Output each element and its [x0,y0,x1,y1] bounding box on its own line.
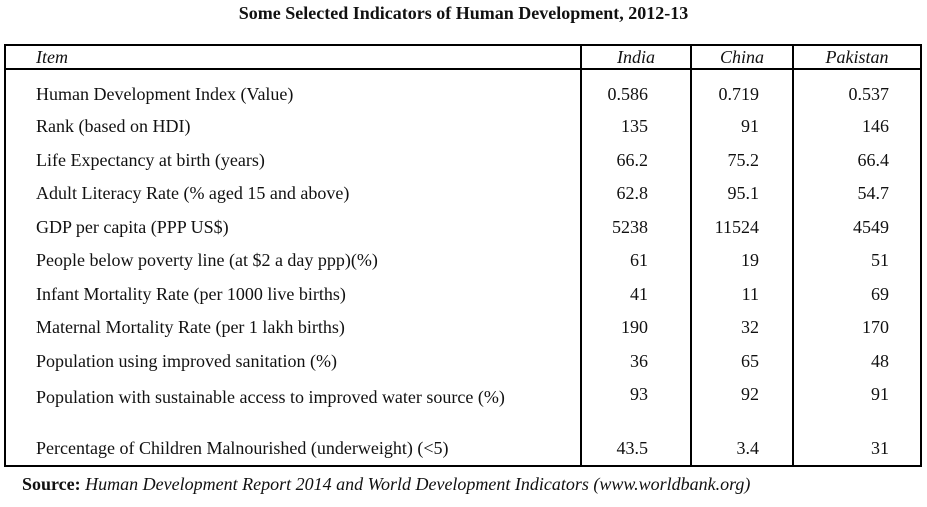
table-row: Percentage of Children Malnourished (und… [4,437,921,466]
source-label: Source: [22,474,81,494]
indicator-value: 41 [580,282,691,316]
indicator-value: 65 [690,349,793,383]
table-row: Infant Mortality Rate (per 1000 live bir… [4,282,921,316]
header-item: Item [4,45,581,70]
indicator-name: GDP per capita (PPP US$) [4,215,581,249]
indicator-value: 69 [792,282,921,316]
indicator-value: 11524 [690,215,793,249]
indicator-value: 31 [792,437,921,466]
indicator-name: Population with sustainable access to im… [4,383,581,437]
indicator-value: 19 [690,249,793,283]
table-title: Some Selected Indicators of Human Develo… [238,3,689,23]
indicator-name: Life Expectancy at birth (years) [4,148,581,182]
source-text: Human Development Report 2014 and World … [85,474,751,494]
indicator-value: 5238 [580,215,691,249]
indicator-name: Rank (based on HDI) [4,115,581,149]
indicator-value: 0.586 [580,69,691,115]
indicator-value: 91 [792,383,921,437]
table-row: Human Development Index (Value) 0.586 0.71… [4,69,921,115]
indicator-name: Adult Literacy Rate (% aged 15 and above… [4,182,581,216]
indicator-value: 92 [690,383,793,437]
indicator-value: 4549 [792,215,921,249]
indicator-value: 3.4 [690,437,793,466]
indicator-value: 32 [690,316,793,350]
indicator-value: 66.4 [792,148,921,182]
indicator-name: People below poverty line (at $2 a day p… [4,249,581,283]
indicator-name: Human Development Index (Value) [4,69,581,115]
indicator-value: 91 [690,115,793,149]
indicator-value: 36 [580,349,691,383]
indicator-name: Infant Mortality Rate (per 1000 live bir… [4,282,581,316]
indicator-value: 61 [580,249,691,283]
header-country: China [690,45,793,70]
indicator-value: 0.537 [792,69,921,115]
indicator-value: 190 [580,316,691,350]
indicator-value: 75.2 [690,148,793,182]
table-row: Adult Literacy Rate (% aged 15 and above… [4,182,921,216]
indicator-value: 43.5 [580,437,691,466]
indicator-value: 51 [792,249,921,283]
source-note: Source: Human Development Report 2014 an… [22,473,750,495]
indicator-value: 62.8 [580,182,691,216]
header-country: Pakistan [792,45,921,70]
indicator-value: 66.2 [580,148,691,182]
table-row: Maternal Mortality Rate (per 1 lakh birt… [4,316,921,350]
indicator-table: Item India China Pakistan Human Development… [4,44,922,467]
table-row: GDP per capita (PPP US$) 5238 11524 4549 [4,215,921,249]
table-body: Human Development Index (Value) 0.586 0.71… [4,69,921,466]
header-row: Item India China Pakistan [4,45,921,70]
header-country: India [580,45,691,70]
table-row: People below poverty line (at $2 a day p… [4,249,921,283]
table-row: Rank (based on HDI) 135 91 146 [4,115,921,149]
table-row: Population with sustainable access to im… [4,383,921,437]
indicator-value: 146 [792,115,921,149]
indicator-value: 95.1 [690,182,793,216]
indicator-value: 170 [792,316,921,350]
indicator-value: 0.719 [690,69,793,115]
indicator-value: 48 [792,349,921,383]
indicator-value: 135 [580,115,691,149]
indicator-value: 93 [580,383,691,437]
indicator-name: Maternal Mortality Rate (per 1 lakh birt… [4,316,581,350]
table-row: Life Expectancy at birth (years) 66.2 75.2… [4,148,921,182]
indicator-value: 11 [690,282,793,316]
indicator-name: Population using improved sanitation (%) [4,349,581,383]
table-row: Population using improved sanitation (%)… [4,349,921,383]
indicator-value: 54.7 [792,182,921,216]
indicator-name: Percentage of Children Malnourished (und… [4,437,581,466]
